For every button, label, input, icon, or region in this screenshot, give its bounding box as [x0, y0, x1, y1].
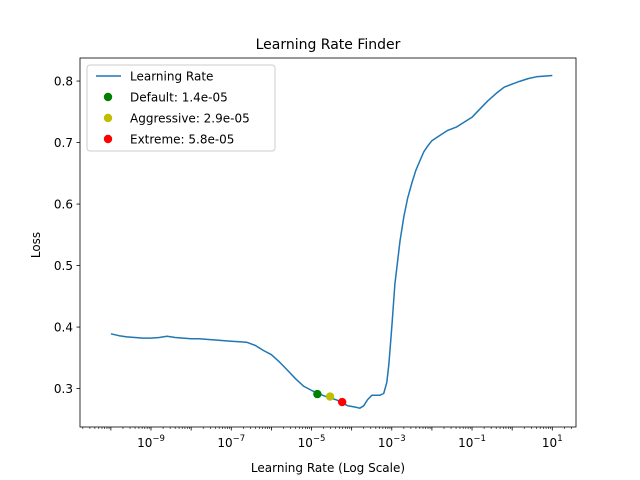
x-tick-label: 10−3	[378, 434, 406, 450]
legend-entry: Aggressive: 2.9e-05	[130, 112, 250, 126]
x-tick-label: 10−9	[137, 434, 165, 450]
marker-point	[325, 392, 335, 401]
series-line	[110, 74, 553, 409]
legend-box	[86, 64, 276, 152]
axes-frame	[79, 57, 577, 428]
x-tick-label: 101	[542, 434, 563, 450]
y-tick-label: 0.5	[54, 259, 73, 273]
y-tick-label: 0.7	[54, 136, 73, 150]
marker-point	[337, 397, 347, 407]
legend-entry: Extreme: 5.8e-05	[130, 133, 234, 147]
x-tick-label: 10−1	[458, 434, 486, 450]
x-axis-label: Learning Rate (Log Scale)	[251, 461, 405, 475]
y-tick-label: 0.8	[54, 75, 73, 89]
legend-marker-swatch	[103, 134, 113, 144]
x-tick-label: 10−7	[217, 434, 245, 450]
chart-title: Learning Rate Finder	[256, 37, 401, 53]
legend-marker-swatch	[103, 113, 113, 123]
y-tick-label: 0.3	[54, 382, 73, 396]
legend-marker-swatch	[103, 92, 113, 102]
legend-entry: Default: 1.4e-05	[130, 91, 228, 105]
y-axis-label: Loss	[29, 232, 43, 258]
plot-area: 10−9 10−7 10−5 10−3 10−1 101 0.3 0.4 0.5 0.6 0.7 0.…	[54, 57, 577, 450]
x-tick-label: 10−5	[298, 434, 326, 450]
legend: Learning Rate Default: 1.4e-05 Aggressive:…	[86, 64, 276, 152]
y-tick-label: 0.4	[54, 321, 73, 335]
legend-entry: Learning Rate	[130, 70, 213, 84]
y-tick-label: 0.6	[54, 198, 73, 212]
marker-point	[313, 389, 322, 399]
